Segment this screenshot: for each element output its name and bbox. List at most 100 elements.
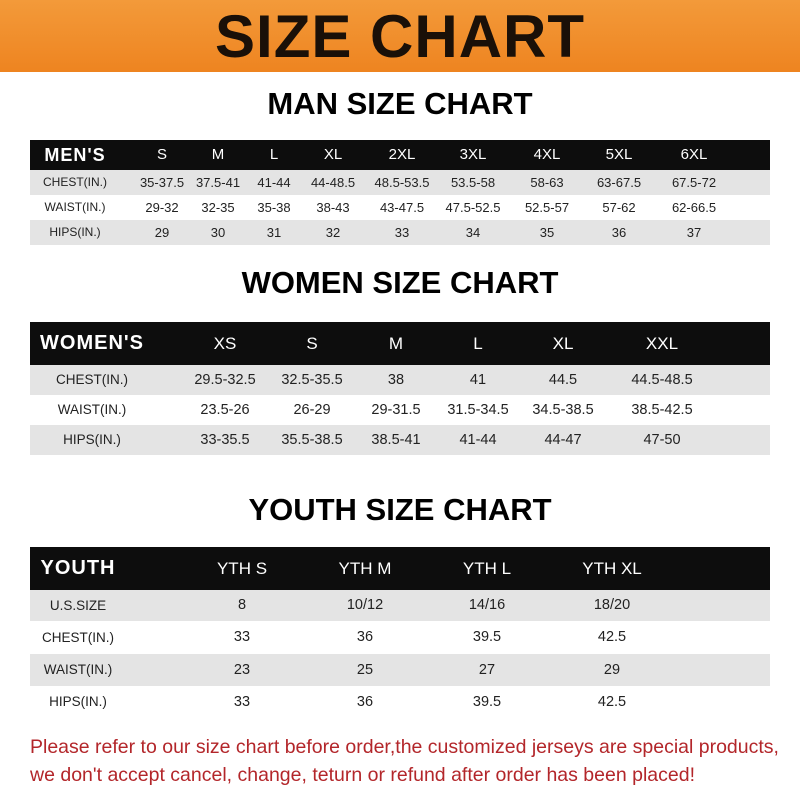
row-label: HIPS(IN.)	[49, 694, 107, 709]
size-header-cell: YTH S	[216, 559, 268, 578]
table-cell: 38.5-41	[371, 432, 421, 448]
table-cell: 38.5-42.5	[631, 402, 693, 418]
table-row: U.S.SIZE 8 10/12 14/16 18/20	[30, 590, 770, 621]
table-cell: 44.5	[548, 372, 578, 388]
table-row: WAIST(IN.) 23 25 27 29	[30, 654, 770, 686]
table-cell: 35	[539, 225, 555, 240]
row-label: CHEST(IN.)	[56, 372, 128, 387]
table-cell: 29	[154, 225, 170, 240]
size-header-cell: 5XL	[605, 146, 633, 163]
table-cell: 35.5-38.5	[281, 432, 343, 448]
size-header-cell: S	[156, 146, 168, 163]
table-row: WAIST(IN.) 23.5-26 26-29 29-31.5 31.5-34.5 34…	[30, 395, 770, 425]
size-header-cell: YTH L	[462, 559, 512, 578]
table-cell: 41	[469, 372, 487, 388]
size-header-cell: 2XL	[388, 146, 416, 163]
table-cell: 37	[686, 225, 702, 240]
row-label: WAIST(IN.)	[57, 402, 127, 417]
footer-line-2: we don't accept cancel, change, teturn o…	[30, 764, 695, 786]
table-cell: 34.5-38.5	[532, 402, 594, 418]
table-cell: 48.5-53.5	[374, 175, 430, 190]
table-cell: 31	[266, 225, 282, 240]
size-header-cell: YTH M	[338, 559, 392, 578]
table-cell: 23	[233, 662, 251, 678]
footer-line-1: Please refer to our size chart before or…	[30, 736, 779, 758]
table-cell: 33	[394, 225, 410, 240]
table-cell: 32	[325, 225, 341, 240]
table-cell: 29.5-32.5	[194, 372, 256, 388]
table-cell: 8	[237, 597, 247, 613]
table-cell: 47-50	[643, 432, 681, 448]
table-cell: 67.5-72	[671, 175, 717, 190]
table-row: HIPS(IN.) 33-35.5 35.5-38.5 38.5-41 41-44 44-…	[30, 425, 770, 455]
size-header-cell: YTH XL	[582, 559, 642, 578]
table-row: CHEST(IN.) 29.5-32.5 32.5-35.5 38 41 44.5 44.5…	[30, 365, 770, 395]
table-cell: 33-35.5	[200, 432, 250, 448]
size-header-cell: L	[473, 334, 483, 353]
table-cell: 42.5	[597, 629, 627, 645]
size-header-cell: L	[269, 146, 279, 163]
row-label: U.S.SIZE	[49, 598, 107, 613]
size-header-cell: 4XL	[533, 146, 561, 163]
table-cell: 14/16	[468, 597, 506, 613]
table-cell: 38-43	[316, 200, 350, 215]
table-title-cell: WOMEN'S	[40, 332, 144, 354]
table-cell: 23.5-26	[200, 402, 250, 418]
table-cell: 29-31.5	[371, 402, 421, 418]
header-row: MEN'S S M L XL 2XL 3XL 4XL 5XL 6XL	[30, 140, 770, 170]
table-cell: 39.5	[472, 629, 502, 645]
table-cell: 10/12	[346, 597, 384, 613]
row-label: WAIST(IN.)	[43, 662, 113, 677]
table-cell: 63-67.5	[596, 175, 642, 190]
women-section-title: WOMEN SIZE CHART	[241, 265, 559, 300]
row-label: CHEST(IN.)	[42, 630, 114, 645]
table-row: CHEST(IN.) 35-37.5 37.5-41 41-44 44-48.5 48.5…	[30, 170, 770, 195]
table-row: WAIST(IN.) 29-32 32-35 35-38 38-43 43-47.5 47.…	[30, 195, 770, 220]
table-cell: 35-38	[257, 200, 291, 215]
table-cell: 42.5	[597, 694, 627, 710]
footer-notice: Please refer to our size chart before or…	[30, 733, 790, 789]
size-header-cell: M	[388, 334, 404, 353]
table-cell: 36	[356, 629, 374, 645]
header-row: YOUTH YTH S YTH M YTH L YTH XL	[30, 547, 770, 590]
table-cell: 44-47	[544, 432, 582, 448]
table-cell: 27	[478, 662, 496, 678]
youth-section-title: YOUTH SIZE CHART	[248, 492, 552, 527]
table-cell: 32-35	[201, 200, 235, 215]
table-cell: 36	[611, 225, 627, 240]
size-header-cell: M	[211, 146, 225, 163]
size-header-cell: XXL	[645, 334, 679, 353]
size-header-cell: XL	[323, 146, 343, 163]
size-header-cell: 3XL	[459, 146, 487, 163]
table-cell: 34	[465, 225, 481, 240]
table-row: HIPS(IN.) 29 30 31 32 33 34 35 36 37	[30, 220, 770, 245]
table-cell: 35-37.5	[139, 175, 185, 190]
table-cell: 52.5-57	[524, 200, 570, 215]
table-cell: 39.5	[472, 694, 502, 710]
table-cell: 57-62	[602, 200, 636, 215]
table-cell: 53.5-58	[450, 175, 496, 190]
table-cell: 41-44	[459, 432, 497, 448]
size-header-cell: 6XL	[680, 146, 708, 163]
header-row: WOMEN'S XS S M L XL XXL	[30, 322, 770, 365]
banner-title: SIZE CHART	[215, 3, 585, 70]
size-header-cell: XL	[552, 334, 574, 353]
table-cell: 43-47.5	[379, 200, 425, 215]
table-cell: 33	[233, 694, 251, 710]
men-section-title: MAN SIZE CHART	[267, 86, 533, 121]
table-cell: 58-63	[530, 175, 564, 190]
table-cell: 26-29	[293, 402, 331, 418]
table-cell: 25	[356, 662, 374, 678]
table-cell: 31.5-34.5	[447, 402, 509, 418]
table-cell: 47.5-52.5	[445, 200, 501, 215]
table-cell: 62-66.5	[671, 200, 717, 215]
table-cell: 18/20	[593, 597, 631, 613]
table-title-cell: YOUTH	[40, 557, 116, 579]
row-label: HIPS(IN.)	[49, 225, 101, 239]
row-label: HIPS(IN.)	[63, 432, 121, 447]
table-cell: 30	[210, 225, 226, 240]
banner: SIZE CHART	[0, 0, 800, 72]
table-row: HIPS(IN.) 33 36 39.5 42.5	[30, 686, 770, 718]
table-cell: 29	[603, 662, 621, 678]
